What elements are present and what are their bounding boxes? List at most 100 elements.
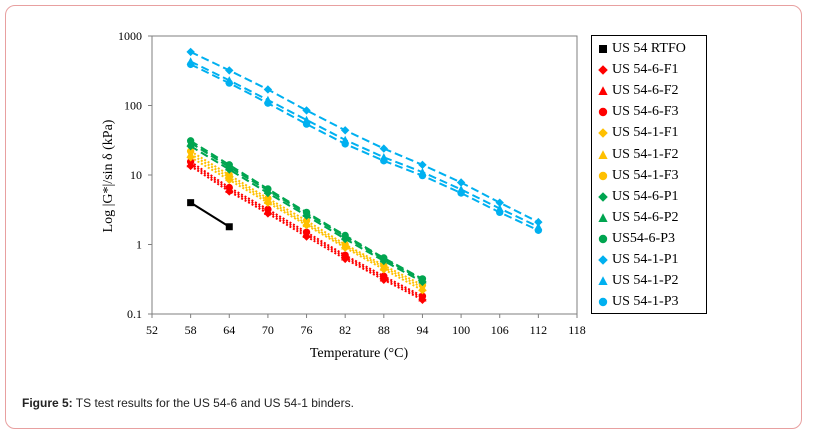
data-point bbox=[380, 254, 388, 262]
x-tick-label: 106 bbox=[491, 323, 509, 337]
series-11 bbox=[186, 57, 543, 231]
legend-label: US 54-1-F1 bbox=[612, 125, 679, 141]
legend-item: US 54-1-F2 bbox=[596, 145, 679, 165]
legend-item: US 54-6-F2 bbox=[596, 81, 679, 101]
legend-marker bbox=[598, 212, 608, 222]
data-point bbox=[225, 66, 234, 75]
x-tick-label: 100 bbox=[452, 323, 470, 337]
data-point bbox=[225, 171, 233, 179]
data-point bbox=[264, 194, 272, 203]
legend-item: US 54 RTFO bbox=[596, 39, 686, 59]
y-tick-label: 10 bbox=[130, 168, 142, 182]
circle-marker-icon bbox=[598, 234, 608, 244]
legend-marker bbox=[598, 276, 608, 286]
data-point bbox=[186, 47, 195, 57]
legend-marker bbox=[598, 171, 608, 180]
legend-item: US 54-1-P2 bbox=[596, 271, 679, 291]
circle-marker-icon bbox=[598, 108, 608, 117]
data-point bbox=[380, 261, 388, 270]
legend-label: US 54-1-P2 bbox=[612, 273, 679, 289]
data-point bbox=[264, 99, 272, 107]
x-tick-label: 64 bbox=[223, 323, 235, 337]
legend-label: US 54-1-P3 bbox=[612, 294, 679, 310]
data-point bbox=[418, 171, 427, 180]
series-10 bbox=[186, 47, 543, 227]
legend-label: US 54-1-F2 bbox=[612, 146, 679, 162]
data-point bbox=[341, 240, 349, 249]
series-9 bbox=[186, 137, 427, 283]
triangle-marker-icon bbox=[598, 149, 608, 159]
legend-marker bbox=[598, 65, 608, 75]
data-point bbox=[225, 79, 233, 87]
y-axis-label: Log |G*|/sin δ (kPa) bbox=[101, 119, 116, 232]
data-point bbox=[186, 60, 195, 69]
data-point bbox=[418, 160, 427, 170]
data-point bbox=[186, 137, 195, 145]
legend-item: US 54-6-P1 bbox=[596, 187, 679, 207]
legend-marker bbox=[598, 234, 608, 244]
data-point bbox=[495, 198, 504, 207]
data-point bbox=[225, 183, 233, 192]
legend-item: US 54-1-F1 bbox=[596, 123, 679, 143]
data-point bbox=[534, 226, 543, 234]
legend-label: US 54-6-P2 bbox=[612, 209, 679, 225]
triangle-marker-icon bbox=[598, 212, 608, 222]
data-point bbox=[340, 126, 350, 135]
series-line bbox=[190, 201, 230, 228]
data-point bbox=[263, 85, 273, 94]
x-axis-label: Temperature (°C) bbox=[310, 346, 409, 361]
legend-label: US 54-6-F2 bbox=[612, 83, 679, 99]
x-tick-label: 82 bbox=[339, 323, 351, 337]
legend-marker bbox=[598, 108, 608, 117]
data-point bbox=[302, 228, 311, 236]
data-point bbox=[379, 144, 389, 153]
data-point bbox=[496, 208, 504, 217]
data-point bbox=[341, 140, 349, 148]
x-tick-label: 58 bbox=[185, 323, 197, 337]
data-point bbox=[341, 231, 349, 240]
series-layer bbox=[186, 47, 543, 305]
data-point bbox=[302, 217, 311, 225]
data-point bbox=[225, 161, 233, 169]
data-point bbox=[302, 120, 311, 128]
legend-item: US 54-1-F3 bbox=[596, 166, 679, 186]
y-tick-label: 0.1 bbox=[127, 307, 142, 321]
triangle-marker-icon bbox=[598, 86, 608, 96]
circle-marker-icon bbox=[598, 297, 608, 307]
legend-label: US 54-1-P1 bbox=[612, 252, 679, 267]
legend-label: US 54-6-F3 bbox=[612, 104, 679, 120]
data-point bbox=[225, 223, 233, 231]
legend-item: US 54-6-F1 bbox=[596, 60, 679, 80]
triangle-marker-icon bbox=[598, 276, 608, 286]
caption-text: TS test results for the US 54-6 and US 5… bbox=[72, 396, 354, 410]
legend-item: US54-6-P3 bbox=[596, 229, 675, 249]
data-point bbox=[418, 292, 427, 300]
data-point bbox=[380, 157, 388, 165]
data-point bbox=[186, 158, 195, 166]
y-tick-label: 1000 bbox=[118, 29, 142, 43]
circle-marker-icon bbox=[598, 171, 608, 180]
diamond-marker-icon bbox=[598, 191, 608, 202]
data-point bbox=[418, 275, 427, 283]
plot-area bbox=[151, 35, 578, 315]
legend-label: US 54-6-F1 bbox=[612, 62, 679, 78]
x-tick-label: 52 bbox=[146, 323, 158, 337]
legend-label: US 54 RTFO bbox=[612, 41, 686, 56]
legend-label: US 54-1-F3 bbox=[612, 167, 679, 183]
diamond-marker-icon bbox=[598, 65, 608, 75]
figure-frame bbox=[5, 5, 802, 429]
data-point bbox=[456, 178, 466, 187]
legend-item: US 54-6-F3 bbox=[596, 102, 679, 122]
legend-marker bbox=[598, 86, 608, 96]
data-point bbox=[302, 106, 311, 115]
x-tick-label: 76 bbox=[301, 323, 313, 337]
data-point bbox=[186, 147, 195, 155]
diamond-marker-icon bbox=[598, 128, 608, 139]
figure-caption: Figure 5: TS test results for the US 54-… bbox=[22, 396, 354, 410]
legend-marker bbox=[598, 297, 608, 307]
data-point bbox=[264, 205, 272, 214]
legend-marker bbox=[598, 191, 608, 202]
legend-label: US 54-6-P1 bbox=[612, 188, 679, 204]
legend-item: US 54-1-P3 bbox=[596, 292, 679, 312]
